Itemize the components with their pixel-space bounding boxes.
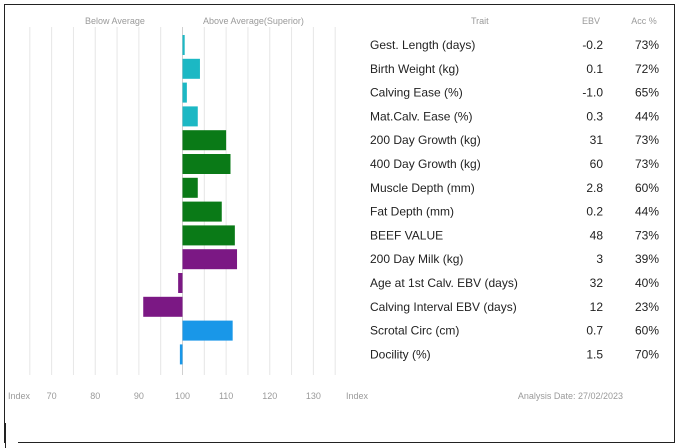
bar-2: [182, 58, 200, 79]
x-tick-label: Index: [8, 391, 31, 401]
trait-label: Scrotal Circ (cm): [370, 324, 459, 338]
x-tick-label: 80: [90, 391, 100, 401]
trait-label: Age at 1st Calv. EBV (days): [370, 276, 518, 290]
chart-frame: Below Average Above Average(Superior) Trai…: [4, 4, 675, 448]
bar-12: [143, 296, 183, 317]
trait-label: Mat.Calv. Ease (%): [370, 109, 472, 123]
trait-label: 200 Day Growth (kg): [370, 133, 481, 147]
acc-value: 44%: [635, 205, 659, 219]
ebv-value: 1.5: [586, 347, 603, 361]
acc-value: 73%: [635, 133, 659, 147]
ebv-value: 60: [590, 157, 604, 171]
bar-11: [178, 273, 183, 293]
ebv-header: EBV: [582, 16, 600, 26]
acc-value: 73%: [635, 157, 659, 171]
acc-value: 73%: [635, 38, 659, 52]
trait-label: Docility (%): [370, 347, 431, 361]
ebv-value: 0.3: [586, 109, 603, 123]
ebv-value: -1.0: [582, 86, 603, 100]
bar-14: [179, 344, 183, 365]
trait-label: Calving Interval EBV (days): [370, 300, 517, 314]
acc-value: 72%: [635, 62, 659, 76]
below-average-header: Below Average: [85, 16, 145, 26]
ebv-chart: Below Average Above Average(Superior) Trai…: [8, 16, 659, 401]
ebv-value: -0.2: [582, 38, 603, 52]
trait-label: Birth Weight (kg): [370, 62, 459, 76]
bar-8: [182, 201, 222, 222]
x-tick-label: 100: [175, 391, 190, 401]
trait-label: Fat Depth (mm): [370, 205, 454, 219]
x-tick-label: 130: [306, 391, 321, 401]
trait-label: Calving Ease (%): [370, 86, 463, 100]
ebv-value: 0.7: [586, 324, 603, 338]
ebv-value: 0.1: [586, 62, 603, 76]
acc-value: 70%: [635, 347, 659, 361]
ebv-value: 31: [590, 133, 604, 147]
bar-4: [182, 106, 198, 127]
ebv-value: 3: [596, 252, 603, 266]
acc-value: 39%: [635, 252, 659, 266]
above-average-header: Above Average(Superior): [203, 16, 304, 26]
acc-value: 60%: [635, 324, 659, 338]
ebv-value: 0.2: [586, 205, 603, 219]
acc-value: 73%: [635, 228, 659, 242]
trait-label: Muscle Depth (mm): [370, 181, 475, 195]
acc-value: 44%: [635, 109, 659, 123]
analysis-date: Analysis Date: 27/02/2023: [518, 391, 623, 401]
trait-label: 400 Day Growth (kg): [370, 157, 481, 171]
frame-notch: [5, 423, 18, 448]
ebv-value: 32: [590, 276, 604, 290]
x-tick-label: Index: [346, 391, 369, 401]
bar-7: [182, 177, 198, 198]
acc-value: 40%: [635, 276, 659, 290]
x-tick-label: 120: [262, 391, 277, 401]
trait-label: BEEF VALUE: [370, 228, 443, 242]
trait-header: Trait: [471, 16, 489, 26]
bar-9: [182, 225, 235, 246]
ebv-value: 12: [590, 300, 604, 314]
bar-3: [182, 82, 187, 103]
bar-10: [182, 249, 238, 270]
acc-value: 23%: [635, 300, 659, 314]
acc-header: Acc %: [631, 16, 657, 26]
trait-label: Gest. Length (days): [370, 38, 475, 52]
bar-5: [182, 130, 227, 151]
ebv-value: 48: [590, 228, 604, 242]
acc-value: 65%: [635, 86, 659, 100]
ebv-value: 2.8: [586, 181, 603, 195]
bar-13: [182, 320, 233, 341]
bar-6: [182, 154, 231, 174]
x-tick-label: 110: [219, 391, 233, 401]
trait-label: 200 Day Milk (kg): [370, 252, 463, 266]
bar-1: [182, 35, 185, 55]
x-tick-label: 90: [134, 391, 144, 401]
acc-value: 60%: [635, 181, 659, 195]
x-tick-label: 70: [47, 391, 57, 401]
